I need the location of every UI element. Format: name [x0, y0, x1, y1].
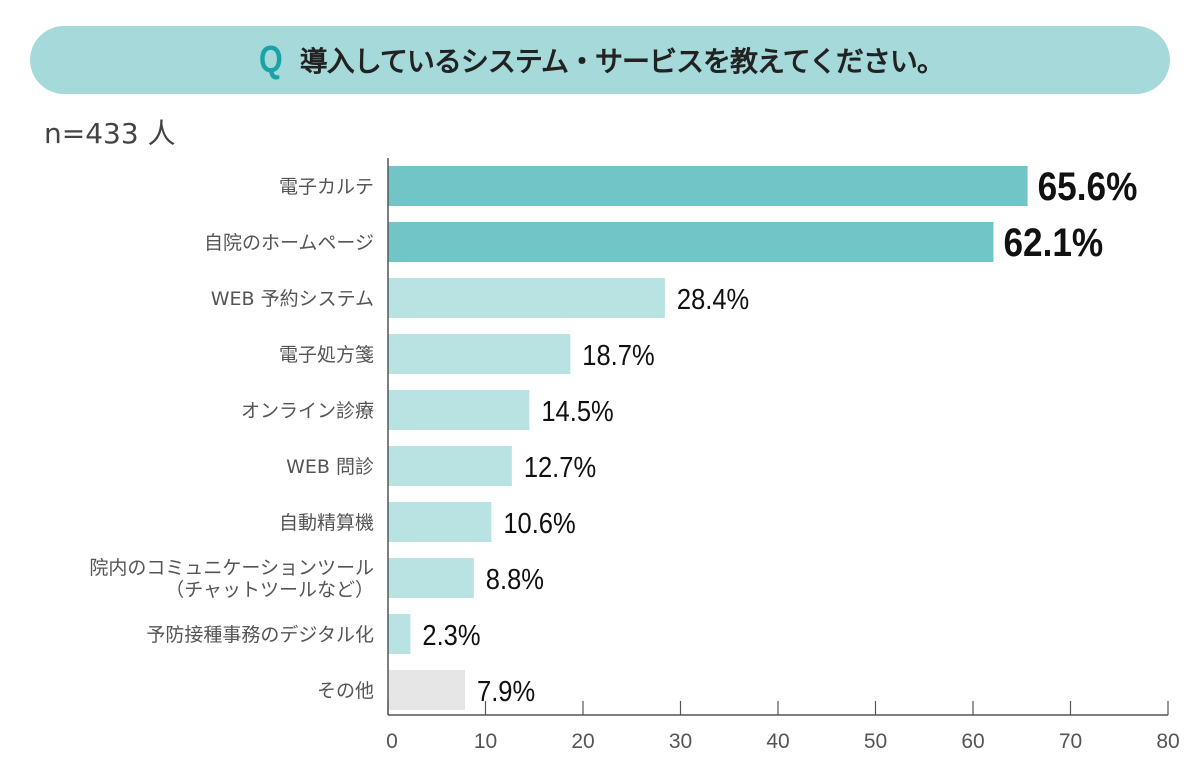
bar	[388, 334, 571, 374]
sample-size: n=433 人	[44, 117, 176, 150]
bar	[388, 278, 665, 318]
x-tick-label: 10	[474, 730, 497, 753]
x-tick-label: 80	[1156, 730, 1179, 753]
x-tick-label: 30	[669, 730, 692, 753]
value-label: 2.3%	[422, 618, 480, 651]
category-label: （チャットツールなど）	[165, 579, 374, 601]
category-label: 電子処方箋	[279, 344, 374, 366]
value-label: 12.7%	[524, 450, 596, 483]
bar	[388, 558, 474, 598]
bar	[388, 222, 994, 262]
question-banner: Q 導入しているシステム・サービスを教えてください。	[30, 26, 1170, 94]
x-tick-label: 60	[961, 730, 984, 753]
x-tick-label: 20	[571, 730, 594, 753]
x-tick-label: 0	[386, 730, 398, 753]
category-label: WEB 問診	[286, 456, 374, 478]
value-label: 18.7%	[582, 338, 654, 371]
value-label: 28.4%	[677, 282, 749, 315]
value-label: 7.9%	[477, 674, 535, 707]
value-label: 14.5%	[541, 394, 613, 427]
category-label: 自院のホームページ	[204, 232, 374, 254]
category-label: 電子カルテ	[279, 176, 374, 198]
value-label: 10.6%	[503, 506, 575, 539]
bar	[388, 614, 411, 654]
category-label: 予防接種事務のデジタル化	[146, 624, 374, 646]
value-label: 8.8%	[486, 562, 544, 595]
bar	[388, 670, 466, 710]
bar	[388, 502, 492, 542]
bar	[388, 446, 512, 486]
category-label: その他	[317, 680, 374, 702]
x-tick-label: 70	[1059, 730, 1082, 753]
chart-title: 導入しているシステム・サービスを教えてください。	[299, 45, 945, 78]
bar	[388, 166, 1028, 206]
bar	[388, 390, 530, 430]
value-label: 65.6%	[1038, 164, 1138, 209]
value-label: 62.1%	[1003, 220, 1103, 265]
q-mark: Q	[259, 38, 283, 81]
category-label: 院内のコミュニケーションツール	[89, 557, 374, 579]
category-label: WEB 予約システム	[211, 288, 374, 310]
category-label: オンライン診療	[241, 400, 374, 422]
x-tick-label: 40	[766, 730, 789, 753]
x-tick-label: 50	[864, 730, 887, 753]
category-label: 自動精算機	[279, 512, 374, 534]
